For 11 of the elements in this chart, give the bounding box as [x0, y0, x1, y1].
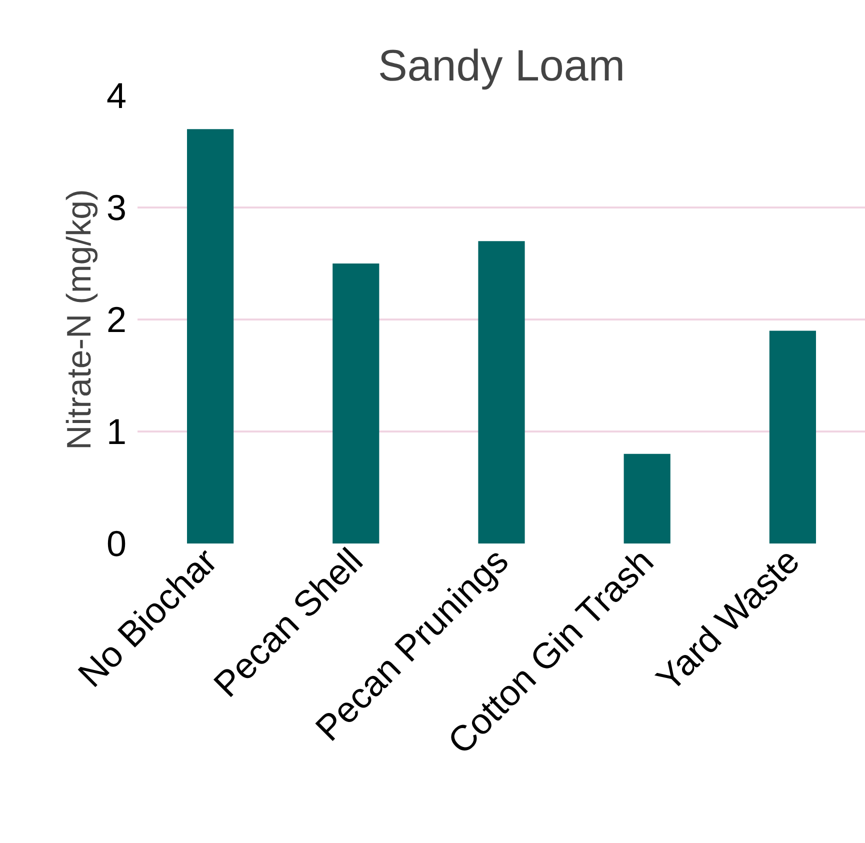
y-axis-title: Nitrate-N (mg/kg) [60, 189, 98, 450]
bar [187, 129, 234, 544]
y-tick-label: 1 [106, 411, 127, 452]
bar [332, 264, 380, 544]
chart-title: Sandy Loam [378, 42, 626, 90]
bar [478, 241, 525, 544]
y-tick-label: 3 [106, 187, 127, 228]
y-tick-label: 2 [106, 299, 127, 340]
y-tick-label: 4 [106, 75, 127, 116]
bar [769, 330, 816, 544]
bar [624, 454, 670, 544]
